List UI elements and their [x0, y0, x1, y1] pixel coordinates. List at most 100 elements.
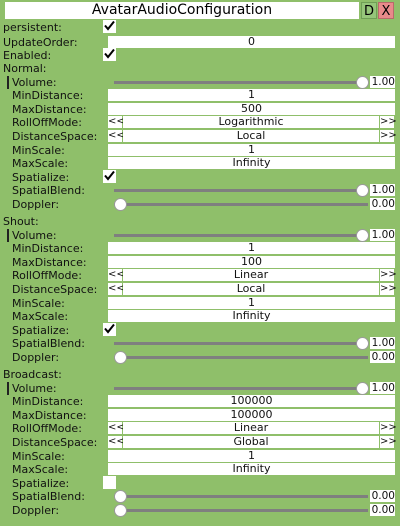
spatialize-label: Spatialize:: [12, 477, 70, 490]
min-distance-label: MinDistance:: [12, 242, 84, 255]
d-button[interactable]: D: [361, 2, 377, 19]
slider-thumb[interactable]: [356, 229, 369, 242]
max-scale-field[interactable]: Infinity: [108, 157, 395, 169]
rolloff-mode-prev-button[interactable]: <<: [108, 116, 125, 128]
spatial-blend-value[interactable]: 0.00: [370, 490, 395, 502]
close-button[interactable]: X: [378, 2, 394, 19]
distance-space-value: Local: [123, 130, 379, 142]
enabled-checkbox[interactable]: [103, 48, 116, 61]
volume-slider[interactable]: [114, 76, 369, 89]
max-scale-row: MaxScale: Infinity: [0, 157, 400, 170]
max-scale-field[interactable]: Infinity: [108, 310, 395, 322]
checkmark-icon: [104, 170, 115, 181]
doppler-label: Doppler:: [12, 351, 60, 364]
spatial-blend-slider[interactable]: [114, 184, 369, 197]
window-title: AvatarAudioConfiguration: [5, 2, 359, 19]
min-scale-field[interactable]: 1: [108, 144, 395, 156]
distance-space-label: DistanceSpace:: [12, 130, 98, 143]
slider-thumb[interactable]: [114, 351, 127, 364]
max-scale-field[interactable]: Infinity: [108, 463, 395, 475]
spatial-blend-label: SpatialBlend:: [12, 490, 85, 503]
slider-thumb[interactable]: [356, 184, 369, 197]
spatial-blend-slider[interactable]: [114, 490, 368, 503]
slider-track: [114, 495, 368, 498]
spatialize-checkbox[interactable]: [103, 170, 116, 183]
rolloff-mode-row: RollOffMode: << Logarithmic >>: [0, 116, 400, 130]
checkmark-icon: [104, 48, 115, 59]
section-header: Normal:: [0, 62, 400, 75]
rolloff-mode-prev-button[interactable]: <<: [108, 422, 125, 434]
doppler-slider[interactable]: [114, 351, 368, 364]
distance-space-prev-button[interactable]: <<: [108, 283, 125, 295]
volume-value[interactable]: 1.00: [370, 382, 395, 394]
distance-space-next-button[interactable]: >>: [380, 436, 397, 448]
min-scale-row: MinScale: 1: [0, 144, 400, 157]
doppler-value[interactable]: 0.00: [370, 198, 395, 210]
volume-marker: [7, 382, 9, 395]
slider-track: [114, 189, 368, 192]
max-distance-row: MaxDistance: 500: [0, 103, 400, 116]
slider-track: [114, 81, 368, 84]
enabled-row: Enabled:: [0, 48, 400, 62]
max-distance-field[interactable]: 100000: [108, 409, 395, 421]
volume-value[interactable]: 1.00: [370, 76, 395, 88]
distance-space-next-button[interactable]: >>: [380, 130, 397, 142]
slider-thumb[interactable]: [114, 490, 127, 503]
min-distance-field[interactable]: 1: [108, 89, 395, 101]
spatial-blend-label: SpatialBlend:: [12, 184, 85, 197]
max-distance-field[interactable]: 100: [108, 256, 395, 268]
distance-space-row: DistanceSpace: << Global >>: [0, 436, 400, 450]
section-header: Broadcast:: [0, 368, 400, 381]
min-scale-field[interactable]: 1: [108, 297, 395, 309]
spatialize-row: Spatialize:: [0, 170, 400, 184]
spatial-blend-value[interactable]: 1.00: [370, 337, 395, 349]
spatialize-checkbox[interactable]: [103, 476, 116, 489]
doppler-value[interactable]: 0.00: [370, 504, 395, 516]
spatial-blend-slider[interactable]: [114, 337, 369, 350]
update-order-row: UpdateOrder: 0: [0, 36, 400, 49]
rolloff-mode-next-button[interactable]: >>: [380, 269, 397, 281]
update-order-field[interactable]: 0: [108, 36, 395, 48]
spatial-blend-value[interactable]: 1.00: [370, 184, 395, 196]
slider-thumb[interactable]: [356, 337, 369, 350]
distance-space-label: DistanceSpace:: [12, 436, 98, 449]
spatialize-checkbox[interactable]: [103, 323, 116, 336]
volume-row: Volume: 1.00: [0, 76, 400, 89]
volume-slider[interactable]: [114, 382, 369, 395]
max-distance-field[interactable]: 500: [108, 103, 395, 115]
slider-thumb[interactable]: [356, 382, 369, 395]
volume-row: Volume: 1.00: [0, 229, 400, 242]
spatial-blend-label: SpatialBlend:: [12, 337, 85, 350]
min-distance-field[interactable]: 1: [108, 242, 395, 254]
min-distance-row: MinDistance: 100000: [0, 395, 400, 408]
rolloff-mode-label: RollOffMode:: [12, 422, 82, 435]
rolloff-mode-value: Linear: [123, 269, 379, 281]
min-scale-field[interactable]: 1: [108, 450, 395, 462]
rolloff-mode-prev-button[interactable]: <<: [108, 269, 125, 281]
title-bar: AvatarAudioConfiguration D X: [0, 0, 400, 22]
volume-value[interactable]: 1.00: [370, 229, 395, 241]
section-label: Shout:: [3, 215, 39, 228]
slider-track: [114, 509, 368, 512]
slider-thumb[interactable]: [356, 76, 369, 89]
volume-slider[interactable]: [114, 229, 369, 242]
min-distance-field[interactable]: 100000: [108, 395, 395, 407]
volume-label: Volume:: [12, 382, 57, 395]
volume-label: Volume:: [12, 76, 57, 89]
doppler-value[interactable]: 0.00: [370, 351, 395, 363]
rolloff-mode-next-button[interactable]: >>: [380, 422, 397, 434]
distance-space-prev-button[interactable]: <<: [108, 130, 125, 142]
rolloff-mode-next-button[interactable]: >>: [380, 116, 397, 128]
distance-space-prev-button[interactable]: <<: [108, 436, 125, 448]
doppler-slider[interactable]: [114, 504, 368, 517]
slider-thumb[interactable]: [114, 198, 127, 211]
doppler-row: Doppler: 0.00: [0, 351, 400, 364]
max-distance-label: MaxDistance:: [12, 103, 87, 116]
doppler-slider[interactable]: [114, 198, 368, 211]
volume-label: Volume:: [12, 229, 57, 242]
slider-thumb[interactable]: [114, 504, 127, 517]
persistent-checkbox[interactable]: [103, 20, 116, 33]
spatialize-label: Spatialize:: [12, 171, 70, 184]
max-distance-row: MaxDistance: 100: [0, 256, 400, 269]
distance-space-next-button[interactable]: >>: [380, 283, 397, 295]
